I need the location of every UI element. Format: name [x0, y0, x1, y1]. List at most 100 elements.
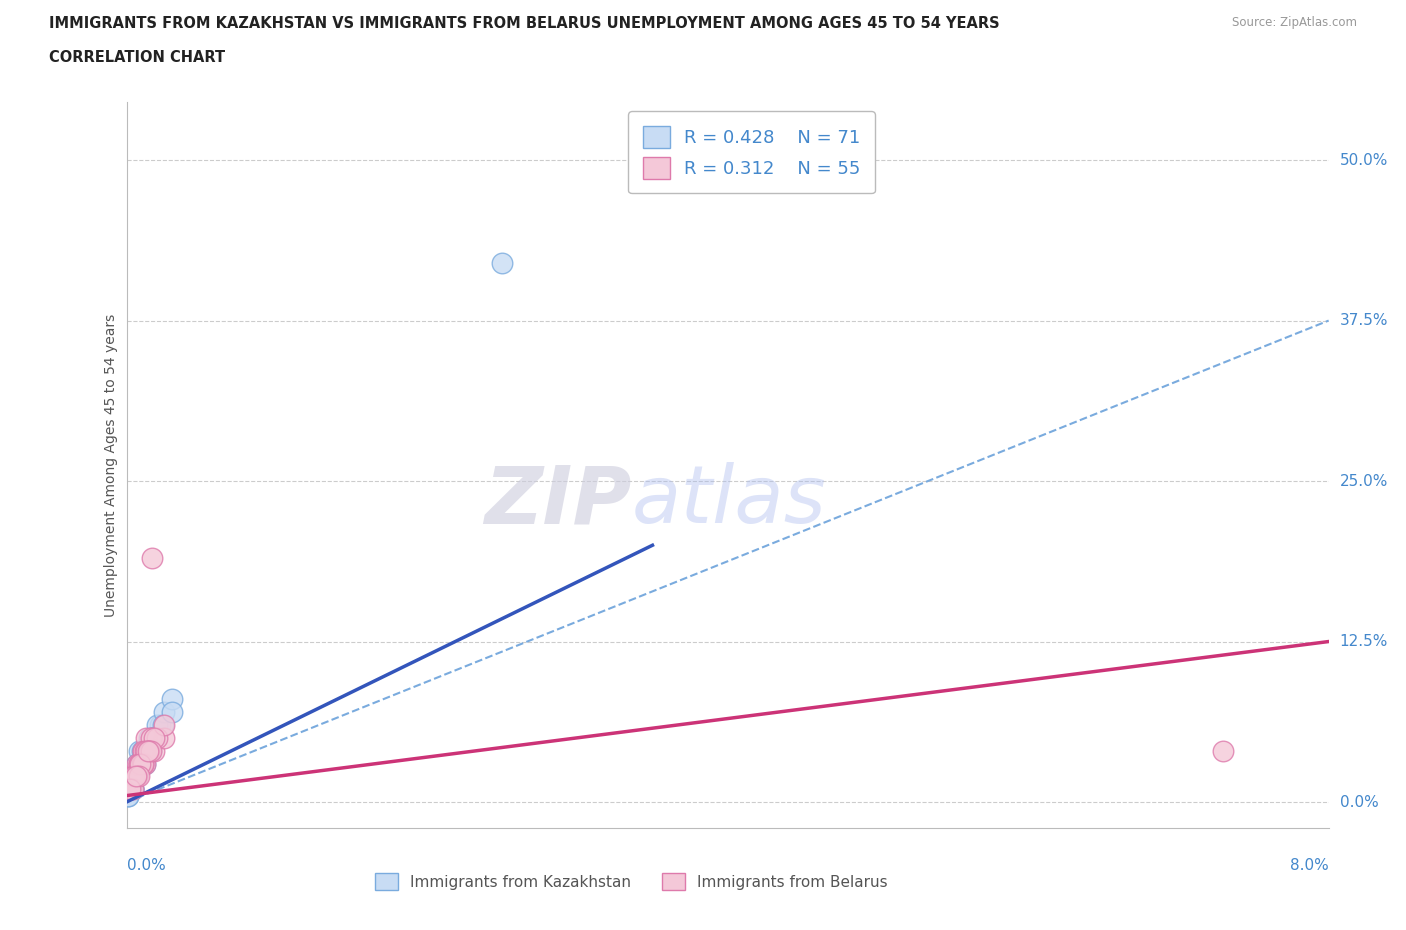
Point: [142, 743, 165, 758]
Point: [120, 782, 142, 797]
Point: [138, 743, 160, 758]
Point: [122, 769, 145, 784]
Point: [120, 769, 142, 784]
Point: [121, 769, 143, 784]
Point: [134, 743, 156, 758]
Point: [121, 769, 143, 784]
Point: [121, 769, 143, 784]
Point: [117, 788, 139, 803]
Point: [124, 769, 146, 784]
Point: [128, 756, 150, 771]
Text: ZIP: ZIP: [484, 462, 631, 540]
Point: [121, 769, 143, 784]
Point: [129, 756, 152, 771]
Point: [120, 782, 142, 797]
Point: [129, 756, 152, 771]
Point: [122, 769, 145, 784]
Point: [125, 769, 148, 784]
Point: [136, 743, 159, 758]
Point: [160, 705, 183, 720]
Point: [118, 782, 141, 797]
Point: [124, 769, 146, 784]
Point: [142, 730, 165, 745]
Point: [134, 743, 156, 758]
Point: [120, 782, 142, 797]
Point: [134, 743, 156, 758]
Point: [153, 705, 176, 720]
Text: 25.0%: 25.0%: [1340, 473, 1388, 488]
Point: [121, 782, 143, 797]
Point: [129, 756, 152, 771]
Point: [118, 782, 141, 797]
Point: [491, 256, 513, 271]
Point: [120, 782, 142, 797]
Point: [125, 769, 148, 784]
Point: [142, 730, 165, 745]
Point: [138, 743, 160, 758]
Text: IMMIGRANTS FROM KAZAKHSTAN VS IMMIGRANTS FROM BELARUS UNEMPLOYMENT AMONG AGES 45: IMMIGRANTS FROM KAZAKHSTAN VS IMMIGRANTS…: [49, 16, 1000, 31]
Point: [120, 782, 142, 797]
Text: Source: ZipAtlas.com: Source: ZipAtlas.com: [1232, 16, 1357, 29]
Point: [136, 743, 159, 758]
Point: [128, 756, 150, 771]
Point: [135, 743, 157, 758]
Point: [134, 743, 156, 758]
Point: [132, 756, 155, 771]
Point: [132, 743, 155, 758]
Point: [136, 743, 159, 758]
Point: [135, 743, 157, 758]
Point: [152, 718, 174, 733]
Point: [139, 743, 162, 758]
Point: [128, 769, 150, 784]
Point: [128, 756, 150, 771]
Point: [124, 769, 146, 784]
Point: [129, 756, 152, 771]
Text: 0.0%: 0.0%: [127, 858, 166, 873]
Point: [131, 756, 153, 771]
Point: [131, 743, 153, 758]
Point: [125, 769, 148, 784]
Point: [129, 756, 152, 771]
Point: [125, 769, 148, 784]
Point: [122, 769, 145, 784]
Point: [128, 756, 150, 771]
Point: [129, 756, 152, 771]
Point: [121, 782, 143, 797]
Point: [124, 769, 146, 784]
Text: atlas: atlas: [631, 462, 827, 540]
Point: [125, 756, 148, 771]
Point: [143, 730, 166, 745]
Point: [138, 730, 160, 745]
Point: [145, 718, 167, 733]
Point: [132, 756, 155, 771]
Point: [124, 769, 146, 784]
Point: [129, 756, 152, 771]
Point: [138, 743, 160, 758]
Point: [122, 769, 145, 784]
Point: [121, 782, 143, 797]
Point: [131, 756, 153, 771]
Point: [153, 718, 176, 733]
Point: [124, 769, 146, 784]
Text: 37.5%: 37.5%: [1340, 313, 1388, 328]
Point: [139, 730, 162, 745]
Point: [141, 730, 163, 745]
Point: [132, 743, 155, 758]
Point: [118, 782, 141, 797]
Point: [122, 769, 145, 784]
Point: [134, 743, 156, 758]
Legend: Immigrants from Kazakhstan, Immigrants from Belarus: Immigrants from Kazakhstan, Immigrants f…: [370, 868, 894, 897]
Point: [121, 769, 143, 784]
Point: [139, 730, 162, 745]
Point: [136, 743, 159, 758]
Point: [128, 756, 150, 771]
Point: [128, 756, 150, 771]
Point: [149, 718, 172, 733]
Point: [117, 788, 139, 803]
Point: [141, 551, 163, 565]
Point: [122, 769, 145, 784]
Point: [124, 769, 146, 784]
Point: [138, 743, 160, 758]
Point: [139, 743, 162, 758]
Point: [122, 769, 145, 784]
